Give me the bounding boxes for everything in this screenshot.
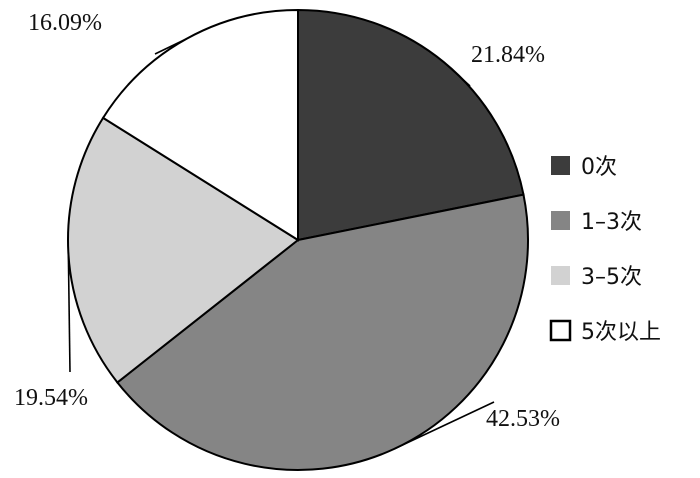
legend-label-2: 3–5次 (581, 265, 642, 290)
pie-slice-2 (67, 116, 300, 384)
slice-percentage-label-3: 16.09% (28, 10, 102, 36)
leader-line-1 (394, 401, 495, 450)
percentage-labels: 21.84% 42.53% 19.54% 16.09% (14, 10, 560, 432)
legend-label-1: 1–3次 (581, 210, 642, 235)
legend-item-3: 5次以上 (549, 319, 661, 345)
legend-label-3: 5次以上 (581, 320, 661, 345)
legend: 0次 1–3次 3–5次 5次以上 (549, 155, 661, 345)
slice-percentage-label-0: 21.84% (471, 42, 545, 68)
legend-swatch-1 (551, 211, 570, 230)
leader-line-2 (67, 252, 71, 373)
legend-swatch-0 (551, 156, 570, 175)
pie-slice-3 (101, 8, 299, 242)
legend-item-2: 3–5次 (551, 265, 642, 290)
pie-slices (67, 8, 529, 471)
slice-percentage-label-2: 19.54% (14, 385, 88, 411)
legend-item-0: 0次 (551, 155, 617, 180)
leader-line-0 (443, 61, 471, 87)
legend-item-1: 1–3次 (551, 210, 642, 235)
slice-percentage-label-1: 42.53% (486, 406, 560, 432)
leader-line-3 (154, 38, 187, 55)
legend-swatch-2 (551, 266, 570, 285)
legend-label-0: 0次 (581, 155, 617, 180)
legend-swatch-3 (549, 319, 572, 342)
leader-lines (67, 38, 495, 450)
